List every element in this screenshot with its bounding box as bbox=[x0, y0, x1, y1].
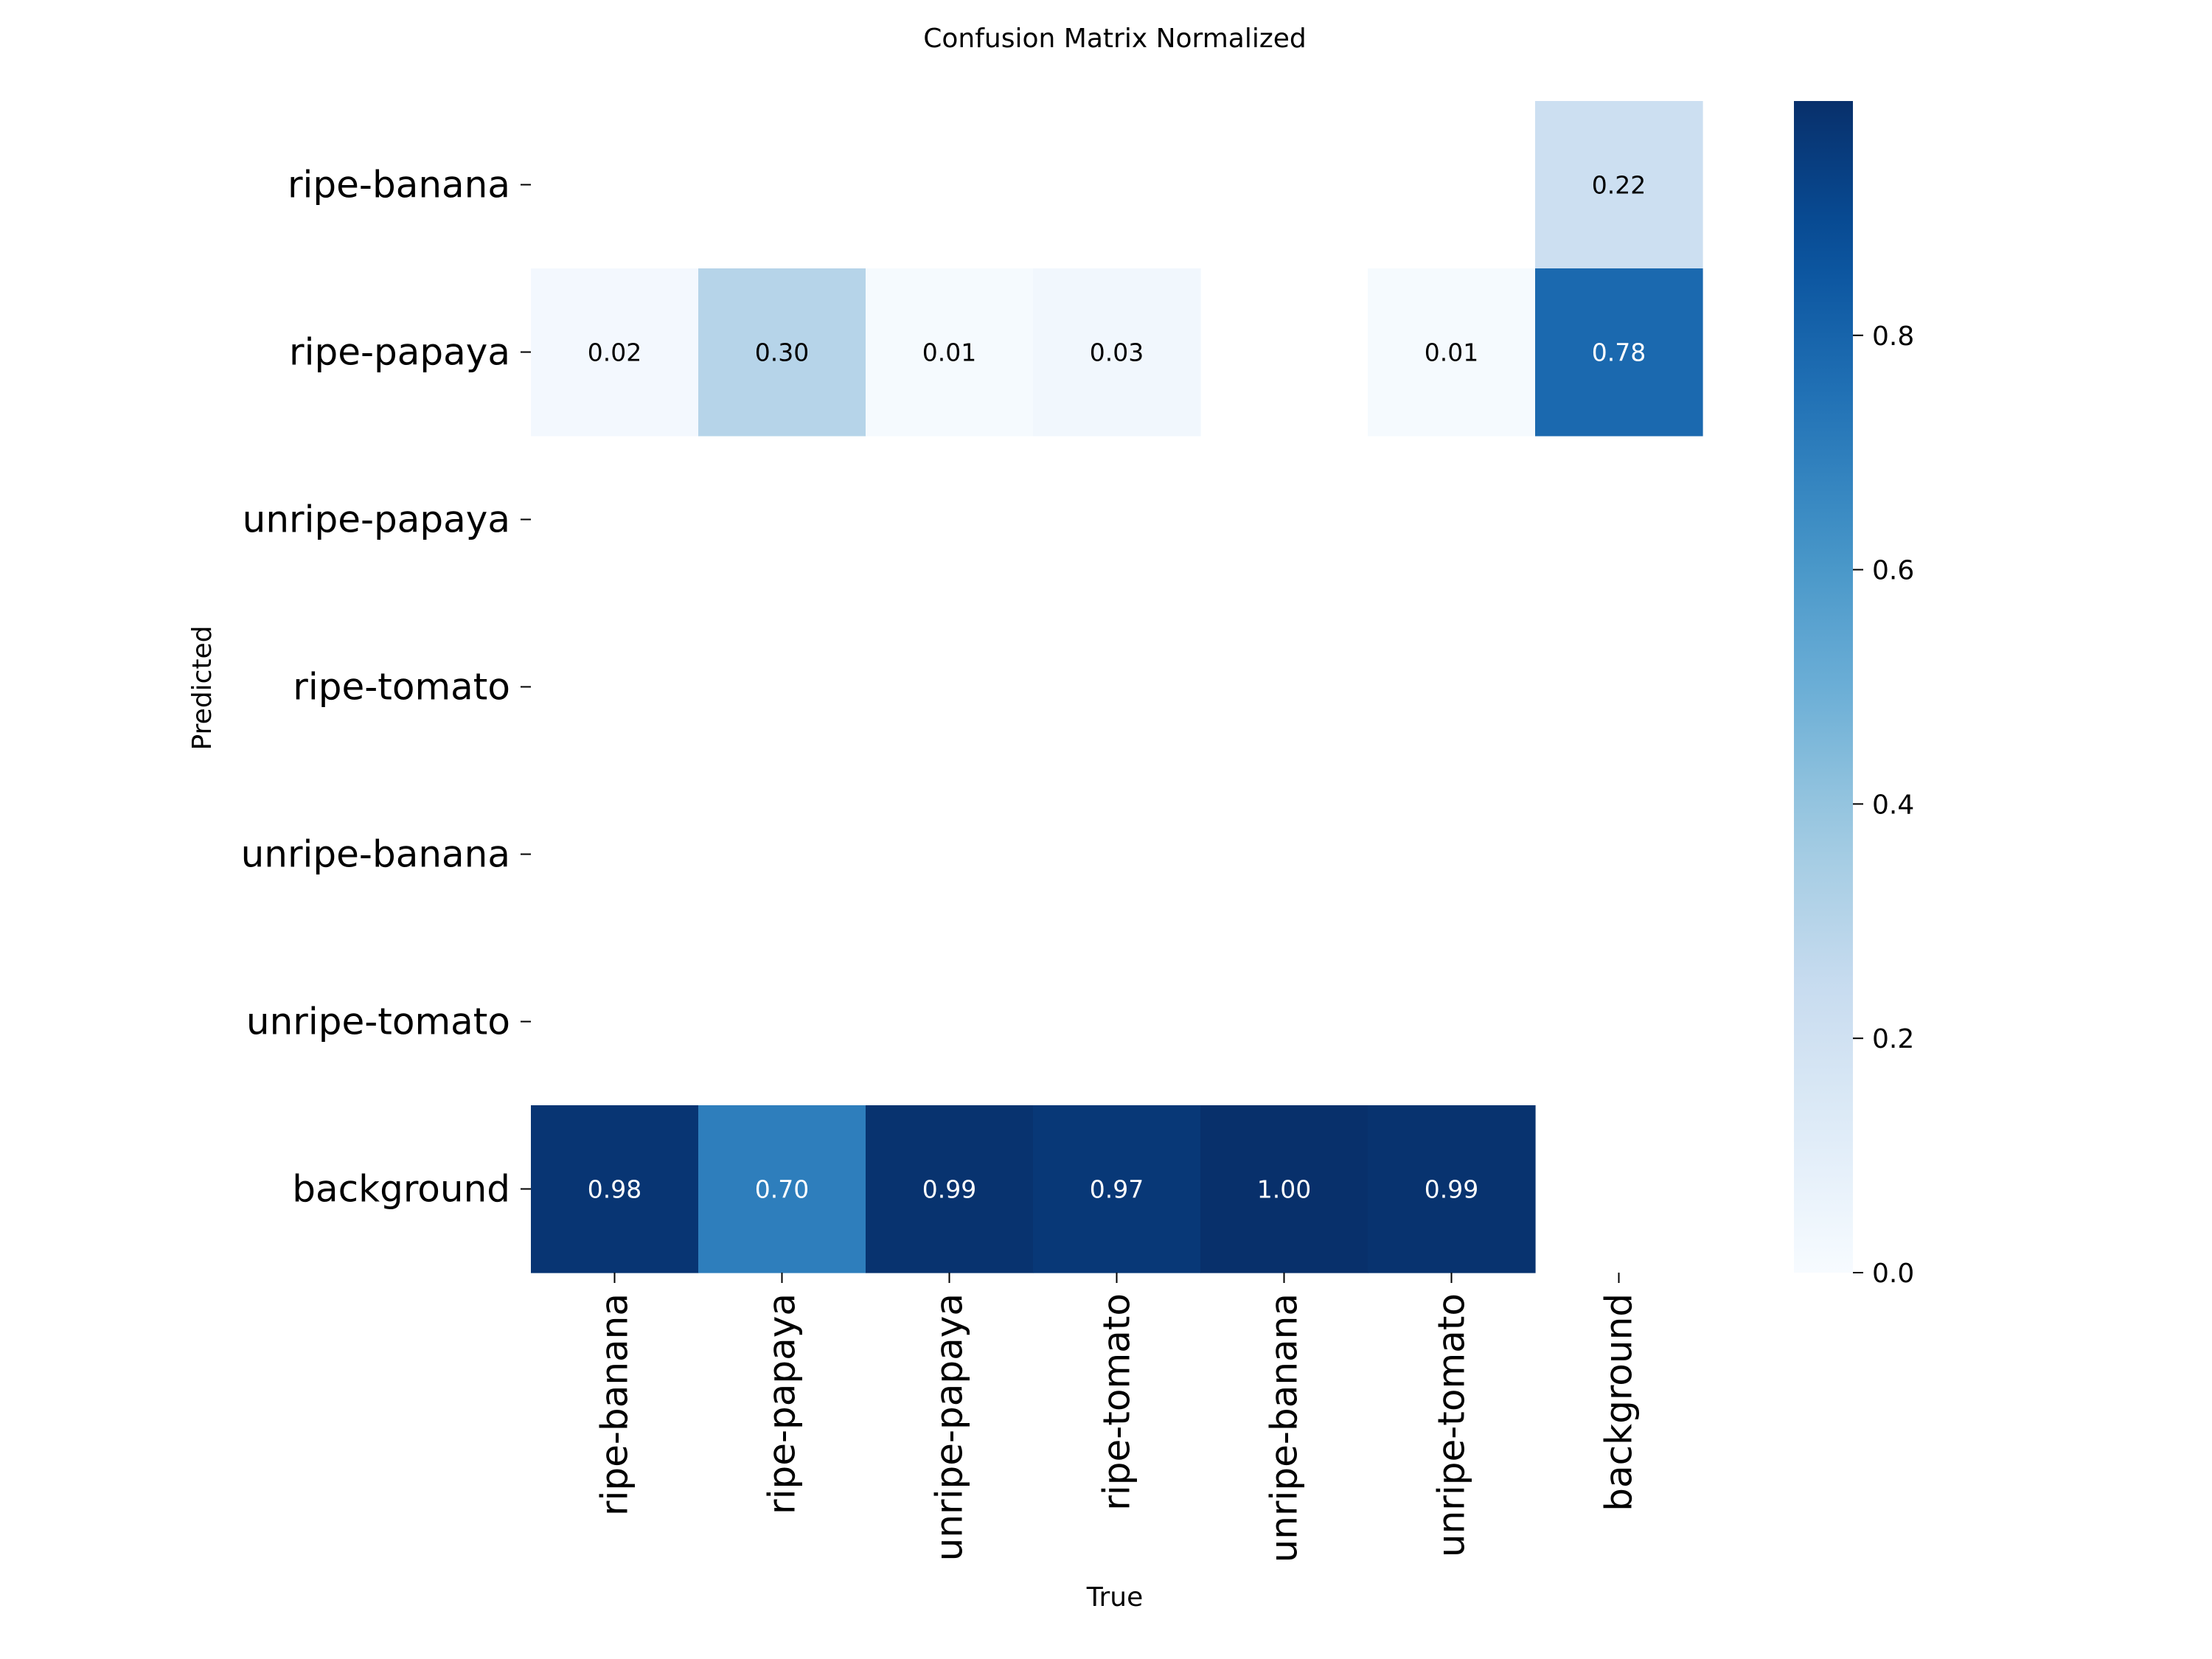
x-tick-label: background bbox=[1598, 1293, 1641, 1512]
x-tick-label: ripe-papaya bbox=[761, 1293, 804, 1514]
cell-value-label: 0.01 bbox=[922, 338, 976, 367]
cell-ripe-papaya-ripe-banana bbox=[531, 268, 699, 437]
cell-value-label: 0.99 bbox=[1425, 1175, 1478, 1204]
y-tick-label: unripe-tomato bbox=[246, 1001, 510, 1043]
x-tick-label: unripe-papaya bbox=[928, 1293, 971, 1561]
cell-value-label: 0.98 bbox=[588, 1175, 641, 1204]
cell-value-label: 0.99 bbox=[922, 1175, 976, 1204]
cell-value-label: 0.97 bbox=[1090, 1175, 1144, 1204]
cell-background-unripe-tomato bbox=[1368, 1105, 1536, 1273]
x-axis-ticks: ripe-banana ripe-papaya unripe-papaya ripe-… bbox=[594, 1273, 1641, 1562]
cell-background-ripe-tomato bbox=[1033, 1105, 1201, 1273]
cell-value-label: 0.30 bbox=[755, 338, 809, 367]
cell-ripe-papaya-background bbox=[1535, 268, 1703, 437]
y-tick-label: unripe-banana bbox=[241, 833, 510, 876]
cell-ripe-papaya-ripe-papaya bbox=[698, 268, 866, 437]
x-axis-label: True bbox=[1086, 1582, 1143, 1613]
heatmap-cells: 0.22 0.02 0.30 0.01 0.03 0.01 0.78 0.98 0.70 0.99… bbox=[531, 101, 1703, 1273]
cell-background-ripe-banana bbox=[531, 1105, 699, 1273]
colorbar-tick-label: 0.0 bbox=[1872, 1259, 1914, 1289]
cell-value-label: 1.00 bbox=[1257, 1175, 1311, 1204]
cell-background-unripe-papaya bbox=[866, 1105, 1034, 1273]
cell-ripe-papaya-unripe-tomato bbox=[1368, 268, 1536, 437]
colorbar-gradient bbox=[1794, 101, 1853, 1273]
colorbar-tick-label: 0.8 bbox=[1872, 321, 1914, 352]
cell-value-label: 0.78 bbox=[1592, 338, 1646, 367]
x-tick-label: ripe-banana bbox=[594, 1293, 636, 1516]
cell-value-label: 0.70 bbox=[755, 1175, 809, 1204]
cell-value-label: 0.01 bbox=[1425, 338, 1478, 367]
y-tick-label: ripe-banana bbox=[288, 164, 510, 206]
cell-ripe-papaya-ripe-tomato bbox=[1033, 268, 1201, 437]
colorbar-tick-label: 0.2 bbox=[1872, 1024, 1914, 1054]
cell-value-label: 0.03 bbox=[1090, 338, 1144, 367]
cell-ripe-banana-background bbox=[1535, 101, 1703, 269]
cell-background-ripe-papaya bbox=[698, 1105, 866, 1273]
colorbar-tick-label: 0.4 bbox=[1872, 790, 1914, 820]
colorbar-tick-label: 0.6 bbox=[1872, 556, 1914, 586]
x-tick-label: unripe-banana bbox=[1263, 1293, 1306, 1562]
x-tick-label: ripe-tomato bbox=[1096, 1293, 1138, 1511]
cell-value-label: 0.02 bbox=[588, 338, 641, 367]
cell-background-unripe-banana bbox=[1200, 1105, 1368, 1273]
colorbar: 0.0 0.2 0.4 0.6 0.8 bbox=[1794, 101, 1914, 1289]
y-tick-label: ripe-tomato bbox=[293, 666, 510, 709]
chart-title: Confusion Matrix Normalized bbox=[923, 24, 1306, 54]
y-tick-label: ripe-papaya bbox=[289, 331, 510, 374]
y-tick-label: unripe-papaya bbox=[243, 498, 510, 541]
x-tick-label: unripe-tomato bbox=[1430, 1293, 1473, 1557]
y-axis-label: Predicted bbox=[187, 626, 218, 751]
y-axis-ticks: ripe-banana ripe-papaya unripe-papaya ripe-… bbox=[241, 164, 531, 1211]
y-tick-label: background bbox=[292, 1168, 510, 1211]
cell-ripe-papaya-unripe-papaya bbox=[866, 268, 1034, 437]
cell-value-label: 0.22 bbox=[1592, 171, 1646, 200]
